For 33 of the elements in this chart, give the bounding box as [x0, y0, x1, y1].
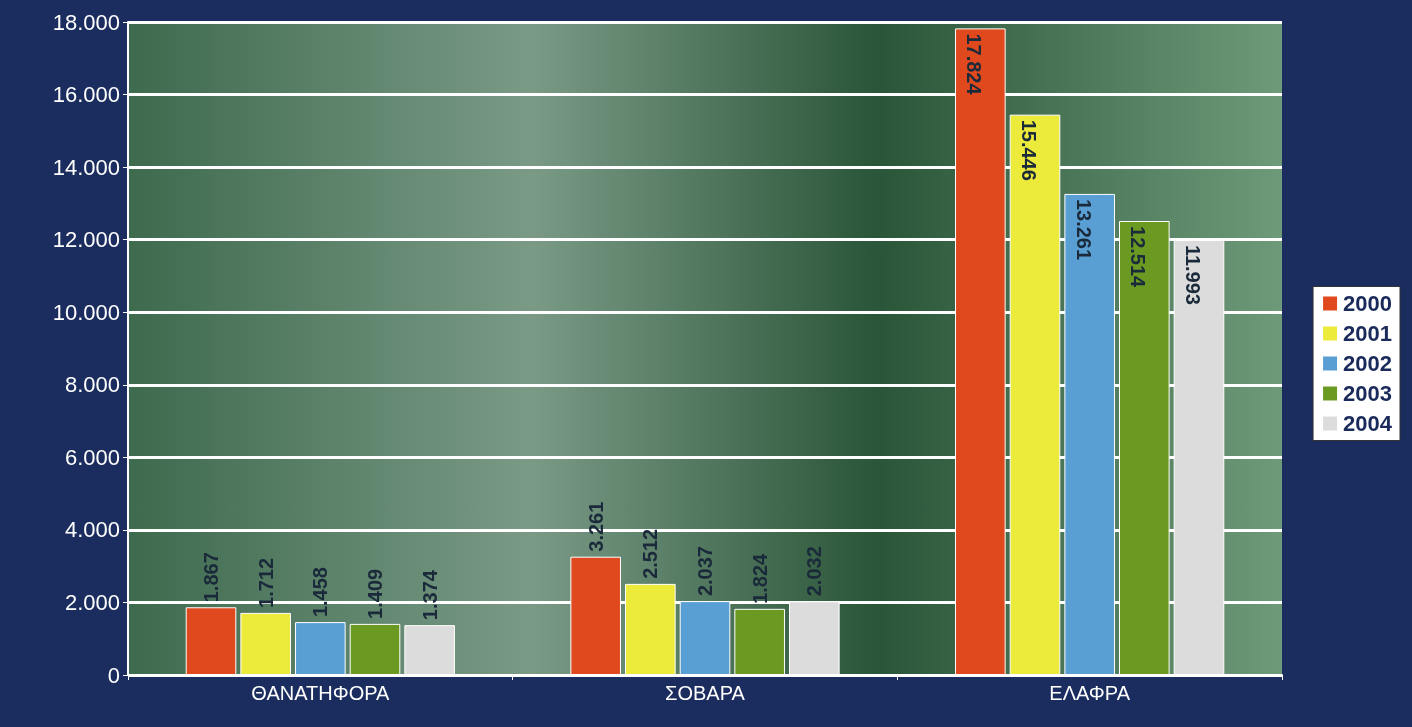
y-tick-label: 0 — [107, 662, 120, 688]
data-label: 11.993 — [1181, 244, 1204, 305]
data-label: 1.712 — [254, 557, 277, 608]
data-label: 1.409 — [364, 568, 386, 619]
data-label: 3.261 — [584, 501, 607, 552]
data-label: 1.867 — [200, 552, 223, 603]
data-label: 1.824 — [748, 552, 771, 604]
y-tick-label: 4.000 — [64, 517, 120, 543]
y-tick-label: 14.000 — [52, 154, 120, 180]
y-tick-label: 8.000 — [64, 372, 120, 398]
data-label: 2.032 — [803, 546, 826, 597]
x-tick-label: ΕΛΑΦΡΑ — [1049, 682, 1131, 704]
legend-label: 2002 — [1343, 351, 1393, 376]
data-label: 15.446 — [1018, 119, 1040, 181]
y-tick-label: 10.000 — [52, 299, 120, 325]
legend-label: 2004 — [1343, 411, 1393, 436]
data-label: 1.458 — [309, 567, 332, 618]
x-tick-label: ΘΑΝΑΤΗΦΟΡΑ — [251, 682, 391, 704]
y-tick-label: 2.000 — [64, 589, 120, 615]
legend-label: 2000 — [1343, 291, 1393, 316]
y-tick-label: 12.000 — [52, 227, 120, 253]
data-label: 2.512 — [639, 528, 662, 579]
data-label: 17.824 — [963, 33, 986, 96]
data-label: 2.037 — [694, 546, 716, 597]
x-tick-label: ΣΟΒΑΡΑ — [665, 682, 746, 704]
data-label: 12.514 — [1127, 226, 1150, 289]
data-label: 1.374 — [418, 569, 441, 621]
y-tick-label: 18.000 — [52, 9, 120, 35]
data-label: 13.261 — [1072, 198, 1095, 261]
y-tick-label: 6.000 — [64, 444, 120, 470]
legend-label: 2003 — [1343, 381, 1393, 406]
y-tick-label: 16.000 — [52, 82, 120, 108]
legend-label: 2001 — [1343, 321, 1393, 346]
